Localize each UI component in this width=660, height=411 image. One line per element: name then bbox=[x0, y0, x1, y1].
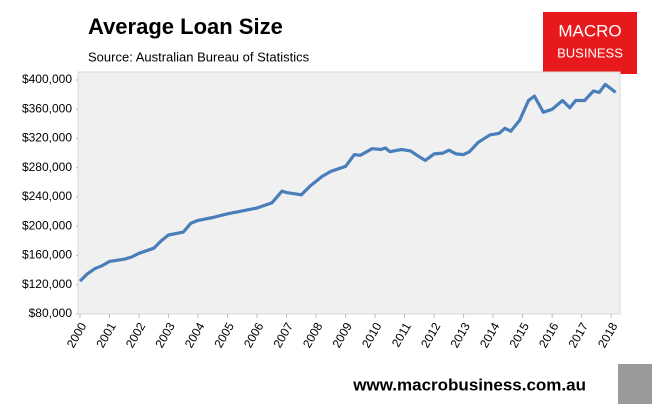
y-tick-label: $280,000 bbox=[22, 160, 72, 174]
x-tick-label: 2010 bbox=[359, 320, 385, 350]
y-tick-label: $200,000 bbox=[22, 218, 72, 232]
logo-text: MACRO bbox=[558, 21, 621, 40]
x-tick-label: 2012 bbox=[418, 320, 444, 350]
x-tick-label: 2015 bbox=[506, 320, 532, 350]
x-tick-label: 2018 bbox=[595, 320, 621, 350]
x-tick-label: 2013 bbox=[447, 320, 473, 350]
x-tick-label: 2016 bbox=[536, 320, 562, 350]
logo-text: BUSINESS bbox=[557, 45, 623, 60]
x-tick-label: 2009 bbox=[329, 320, 355, 350]
chart-title: Average Loan Size bbox=[88, 14, 283, 39]
wolf-icon bbox=[618, 364, 652, 404]
y-tick-label: $160,000 bbox=[22, 248, 72, 262]
footer: www.macrobusiness.com.au bbox=[352, 375, 586, 394]
logo-box bbox=[543, 12, 637, 74]
x-tick-label: 2014 bbox=[477, 320, 503, 350]
x-tick-label: 2017 bbox=[566, 320, 592, 350]
x-tick-label: 2001 bbox=[93, 320, 119, 350]
y-tick-label: $240,000 bbox=[22, 189, 72, 203]
x-tick-label: 2006 bbox=[241, 320, 267, 350]
y-tick-label: $360,000 bbox=[22, 101, 72, 115]
x-tick-label: 2003 bbox=[152, 320, 178, 350]
x-tick-label: 2000 bbox=[64, 320, 90, 350]
y-tick-label: $400,000 bbox=[22, 72, 72, 86]
x-tick-label: 2007 bbox=[270, 320, 296, 350]
x-tick-label: 2005 bbox=[211, 320, 237, 350]
x-tick-label: 2011 bbox=[389, 320, 414, 350]
x-tick-label: 2002 bbox=[123, 320, 149, 350]
y-tick-label: $80,000 bbox=[29, 306, 73, 320]
plot-area bbox=[77, 71, 621, 315]
chart-subtitle: Source: Australian Bureau of Statistics bbox=[88, 49, 310, 64]
x-tick-label: 2008 bbox=[300, 320, 326, 350]
x-tick-label: 2004 bbox=[182, 320, 208, 350]
y-tick-label: $120,000 bbox=[22, 277, 72, 291]
series-line bbox=[78, 82, 617, 283]
y-tick-label: $320,000 bbox=[22, 131, 72, 145]
